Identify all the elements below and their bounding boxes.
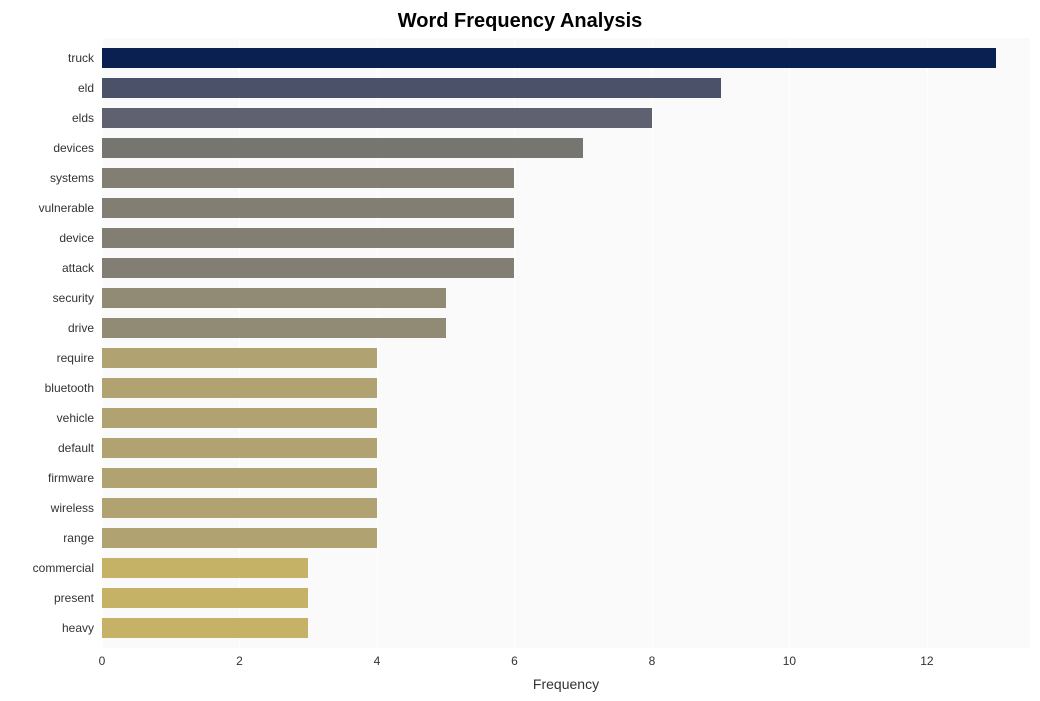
gridline [514, 38, 515, 648]
y-category-label: vehicle [0, 411, 94, 425]
bar [102, 498, 377, 518]
y-category-label: present [0, 591, 94, 605]
bar [102, 558, 308, 578]
y-category-label: drive [0, 321, 94, 335]
x-axis-label: Frequency [102, 676, 1030, 692]
y-category-label: devices [0, 141, 94, 155]
bar [102, 438, 377, 458]
x-tick-label: 6 [511, 654, 518, 668]
y-category-label: require [0, 351, 94, 365]
bar [102, 408, 377, 428]
x-tick-label: 10 [783, 654, 796, 668]
y-category-label: bluetooth [0, 381, 94, 395]
bar [102, 528, 377, 548]
y-category-label: heavy [0, 621, 94, 635]
y-category-label: wireless [0, 501, 94, 515]
bar [102, 468, 377, 488]
bar [102, 378, 377, 398]
gridline [927, 38, 928, 648]
chart-container: Word Frequency Analysis Frequency 0 2 4 6 8 1… [0, 0, 1040, 701]
x-tick-label: 0 [99, 654, 106, 668]
y-category-label: truck [0, 51, 94, 65]
x-tick-label: 8 [649, 654, 656, 668]
bar [102, 588, 308, 608]
gridline [239, 38, 240, 648]
y-category-label: security [0, 291, 94, 305]
bar [102, 348, 377, 368]
bar [102, 288, 446, 308]
y-category-label: vulnerable [0, 201, 94, 215]
y-category-label: eld [0, 81, 94, 95]
bar [102, 258, 514, 278]
bar [102, 318, 446, 338]
gridline [652, 38, 653, 648]
y-category-label: range [0, 531, 94, 545]
x-tick-label: 12 [920, 654, 933, 668]
bar [102, 138, 583, 158]
y-category-label: commercial [0, 561, 94, 575]
bar [102, 228, 514, 248]
y-category-label: default [0, 441, 94, 455]
x-tick-label: 4 [374, 654, 381, 668]
bar [102, 48, 996, 68]
gridline [102, 38, 103, 648]
chart-title: Word Frequency Analysis [0, 10, 1040, 33]
bar [102, 198, 514, 218]
plot-area [102, 38, 1030, 648]
y-category-label: device [0, 231, 94, 245]
y-category-label: elds [0, 111, 94, 125]
gridline [789, 38, 790, 648]
x-tick-label: 2 [236, 654, 243, 668]
y-category-label: attack [0, 261, 94, 275]
y-category-label: systems [0, 171, 94, 185]
gridline [377, 38, 378, 648]
bar [102, 108, 652, 128]
bar [102, 168, 514, 188]
bar [102, 78, 721, 98]
y-category-label: firmware [0, 471, 94, 485]
bar [102, 618, 308, 638]
